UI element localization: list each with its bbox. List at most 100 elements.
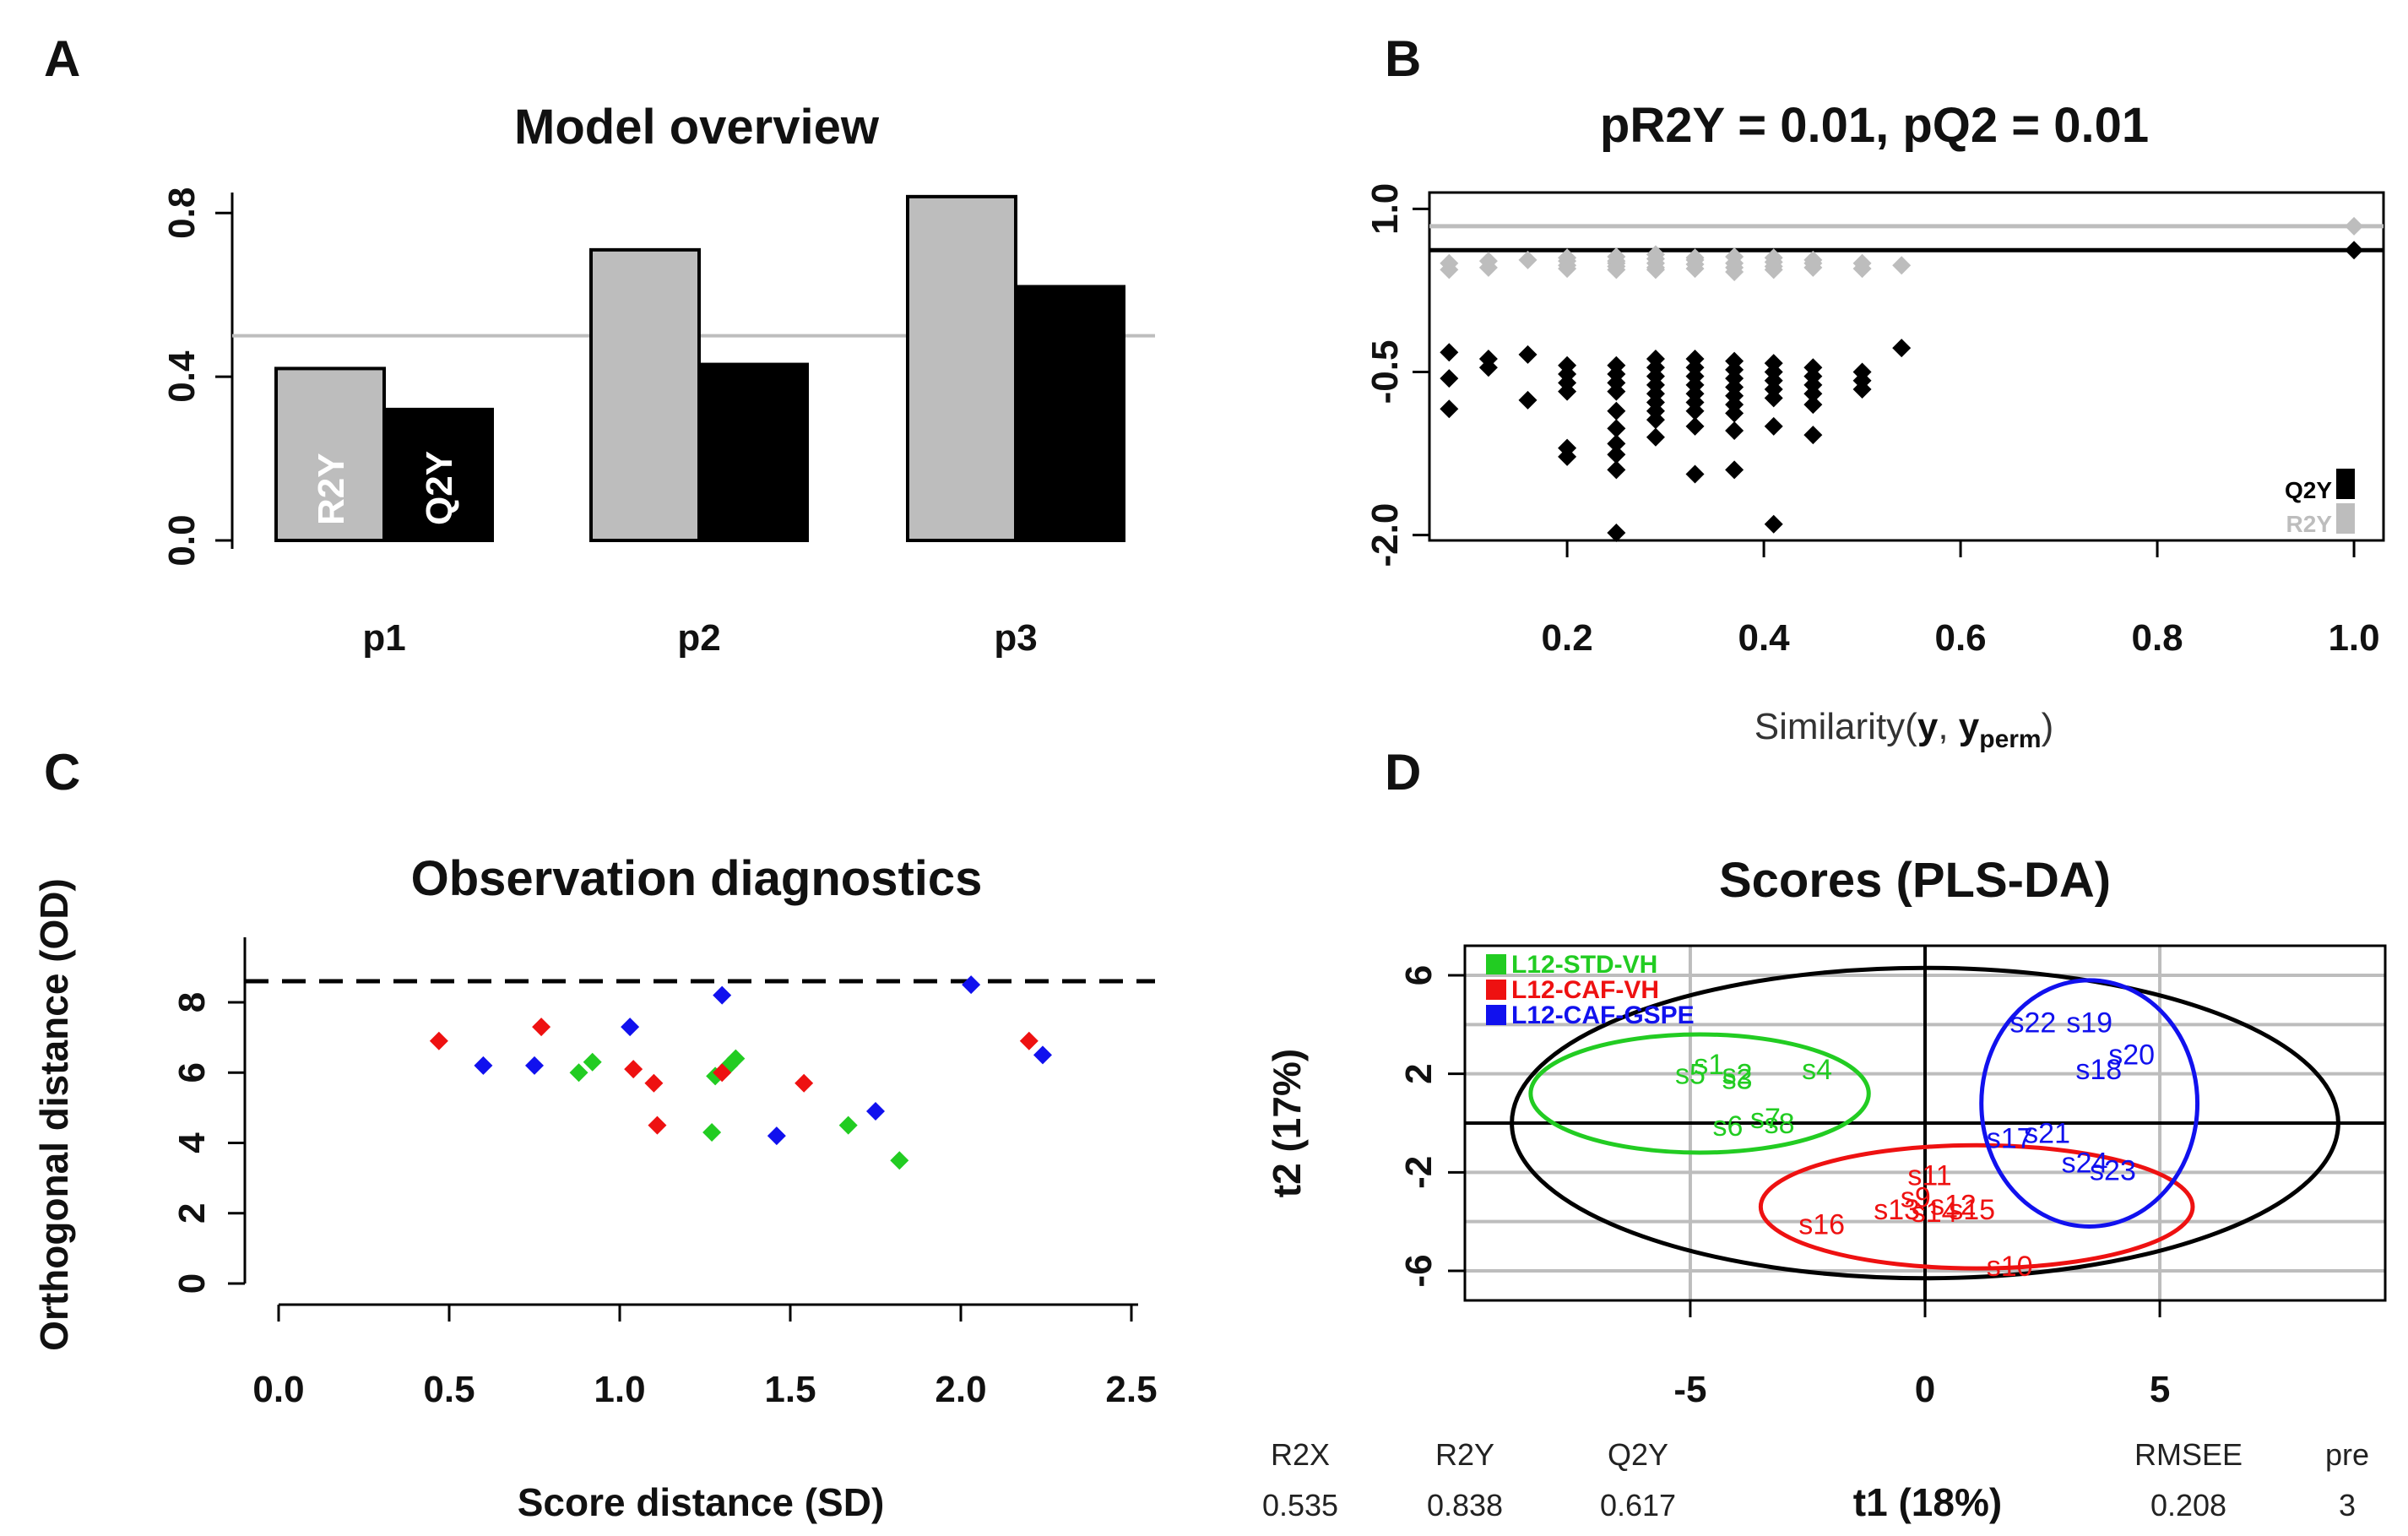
- panel-b-q2y-point: [1607, 419, 1626, 438]
- panel-b-q2y-point: [1607, 382, 1626, 401]
- panel-b-r2y-point: [1892, 256, 1912, 275]
- ellipse-l12-caf-vh: [1758, 1143, 2195, 1271]
- panel-d-y-tick-label: -2: [1398, 1156, 1440, 1189]
- panel-d-score-label: s22: [2009, 1007, 2056, 1039]
- footer-r2y-value: 0.838: [1427, 1488, 1503, 1522]
- panel-b-q2y-point: [1440, 343, 1459, 362]
- panel-a-x-ticks: p1 p2 p3: [362, 617, 1037, 659]
- panel-b-q2y-point: [1607, 434, 1626, 453]
- footer-r2x-label: R2X: [1271, 1437, 1330, 1472]
- panel-d-score-label: s8: [1765, 1108, 1795, 1140]
- panel-b-q2y-point: [1646, 427, 1665, 447]
- panel-d-score-label: s10: [1987, 1251, 2033, 1283]
- panel-b-q2y-point: [1518, 390, 1538, 410]
- panel-c-y-ticks: 0 2 4 6 8: [171, 992, 245, 1294]
- panel-c-point: [621, 1018, 640, 1037]
- panel-d-legend-label: L12-CAF-VH: [1511, 976, 1659, 1004]
- panel-a-y-tick-label: 0.0: [161, 514, 203, 566]
- panel-c-point: [532, 1018, 551, 1037]
- panel-b-q2y-point: [1725, 460, 1744, 480]
- panel-b-title: pR2Y = 0.01, pQ2 = 0.01: [1600, 98, 2149, 153]
- panel-d-score-label: s1: [1694, 1049, 1724, 1081]
- panel-b-q2y-point: [1852, 380, 1872, 399]
- panel-b-legend-r2y: R2Y: [2286, 511, 2333, 537]
- footer-rmsee-value: 0.208: [2150, 1488, 2226, 1522]
- footer-r2y-label: R2Y: [1435, 1437, 1494, 1472]
- panel-d-score-label: s4: [1802, 1054, 1832, 1086]
- panel-b-q2y-point: [1607, 401, 1626, 421]
- panel-d-score-label: s7: [1750, 1103, 1781, 1135]
- panel-d-score-label: s3: [1722, 1064, 1753, 1096]
- panel-c-point: [962, 975, 981, 995]
- panel-c-point: [474, 1056, 493, 1075]
- panel-b-q2y-point: [1646, 410, 1665, 430]
- panel-c-point: [644, 1073, 664, 1093]
- panel-b-q2y-point: [1725, 404, 1744, 423]
- panel-b-q2y-point: [1607, 523, 1626, 542]
- panel-b-q2y-point: [1558, 382, 1577, 401]
- panel-b-y-tick-label: -2.0: [1364, 503, 1406, 567]
- panel-b-q2y-point: [1803, 426, 1823, 445]
- panel-d-legend-label: L12-CAF-GSPE: [1511, 1001, 1695, 1029]
- ellipse-l12-std-vh: [1528, 1032, 1871, 1155]
- panel-a-y-ticks: 0.0 0.4 0.8: [161, 187, 232, 567]
- panel-b-q2y-point: [1607, 460, 1626, 480]
- panel-b-r2y-point: [1764, 260, 1783, 280]
- panel-b-q2y-point: [1440, 399, 1459, 419]
- panel-c-letter: C: [44, 744, 80, 801]
- panel-a-bars: [274, 194, 1125, 543]
- bar-r2y-p1: [274, 366, 386, 542]
- panel-b-r2y-point: [1518, 250, 1538, 269]
- panel-b-x-tick-label: 0.4: [1738, 617, 1790, 659]
- panel-c-x-ticks: 0.0 0.5 1.0 1.5 2.0 2.5: [252, 1305, 1158, 1410]
- footer-pre-value: 3: [2339, 1488, 2356, 1522]
- panel-d-y-tick-label: -6: [1398, 1254, 1440, 1287]
- panel-d-footer: R2X 0.535 R2Y 0.838 Q2Y 0.617 RMSEE 0.20…: [1262, 1437, 2369, 1522]
- panel-d-x-label: t1 (18%): [1853, 1480, 2002, 1524]
- panel-b-legend-r2y-swatch: [2336, 503, 2355, 534]
- panel-a-q2y-bar-label: Q2Y: [419, 451, 460, 525]
- panel-b-q2y-point: [1764, 388, 1783, 408]
- panel-b-r2y-point: [1646, 260, 1665, 280]
- panel-c-points: [429, 975, 1052, 1170]
- panel-c-y-tick-label: 6: [171, 1062, 213, 1083]
- panel-b-points: [1440, 216, 2364, 542]
- panel-b-r2y-point: [1685, 250, 1705, 269]
- panel-c-point: [583, 1052, 602, 1072]
- panel-c-x-tick-label: 0.5: [423, 1369, 475, 1410]
- panel-c-point: [795, 1073, 814, 1093]
- panel-b-x-label: Similarity(y, yperm): [1754, 706, 2054, 753]
- panel-b-x-tick-label: 0.8: [2131, 617, 2183, 659]
- panel-b-q2y-point: [1803, 395, 1823, 415]
- ellipse-l12-caf-gspe: [1979, 978, 2200, 1229]
- panel-c-y-tick-label: 0: [171, 1273, 213, 1294]
- footer-r2x-value: 0.535: [1262, 1488, 1338, 1522]
- panel-b-q2y-point: [1764, 416, 1783, 436]
- panel-d-score-label: s24: [2062, 1148, 2108, 1180]
- panel-c: C Observation diagnostics 0 2 4 6 8 0.0 0.5 1.…: [32, 744, 1158, 1524]
- panel-a-x-tick-p3: p3: [994, 617, 1037, 659]
- panel-c-y-tick-label: 4: [171, 1132, 213, 1153]
- panel-b-x-tick-label: 1.0: [2328, 617, 2379, 659]
- panel-b-q2y-point: [1558, 447, 1577, 466]
- panel-b-r2y-point: [1803, 250, 1823, 269]
- bar-q2y-p1: [382, 407, 494, 542]
- panel-c-point: [713, 985, 732, 1005]
- panel-c-point: [866, 1102, 885, 1121]
- panel-b-r2y-point: [1440, 253, 1459, 273]
- panel-b-q2y-point: [1725, 421, 1744, 440]
- panel-d-score-label: s19: [2066, 1007, 2112, 1039]
- panel-a-x-tick-p1: p1: [362, 617, 405, 659]
- panel-d-legend-swatch: [1486, 954, 1506, 974]
- panel-d-score-label: s11: [1907, 1159, 1951, 1191]
- panel-d-x-tick-label: 0: [1915, 1369, 1935, 1410]
- panel-b-y-tick-label: -0.5: [1364, 340, 1406, 404]
- panel-d-zero-axes: [1465, 946, 2385, 1300]
- panel-d-y-ticks: 6 2 -2 -6: [1398, 965, 1465, 1288]
- panel-a-y-tick-label: 0.8: [161, 187, 203, 239]
- bar-r2y-p3: [906, 194, 1017, 543]
- panel-b-r2y-point: [1558, 252, 1577, 271]
- panel-c-point: [525, 1056, 544, 1075]
